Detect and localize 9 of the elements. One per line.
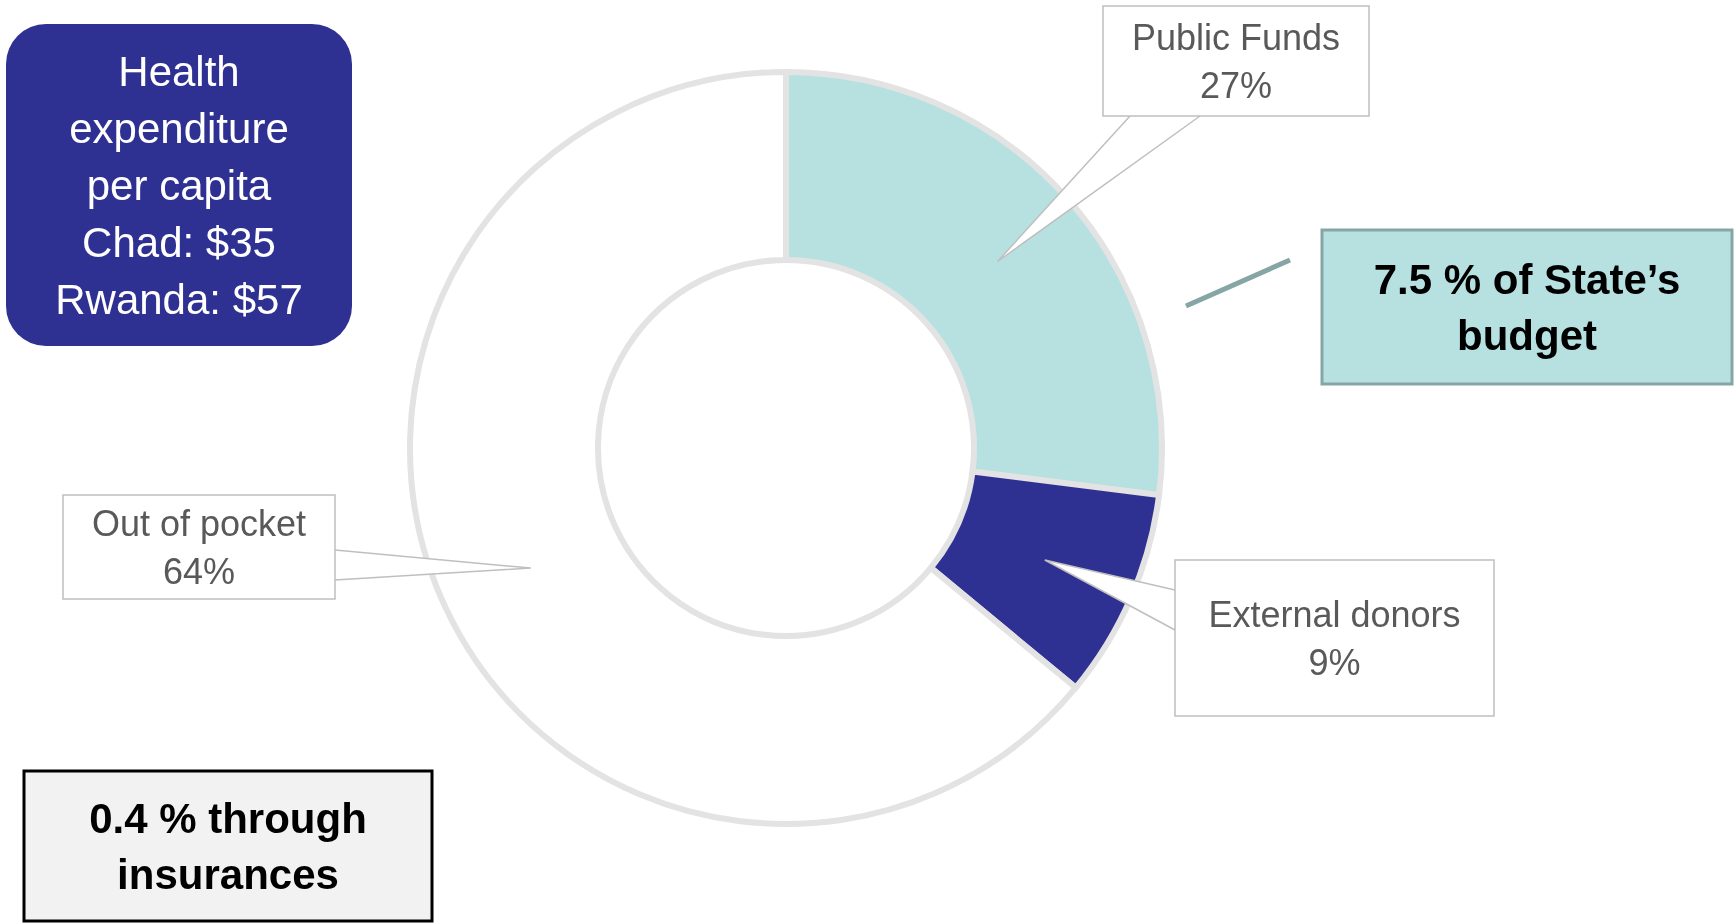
text: 0.4 % through insurances	[89, 795, 367, 898]
data-label: 27%	[1199, 65, 1273, 106]
text: 7.5 % of State’s budget	[1373, 256, 1681, 359]
text: Health expenditure per capita Chad: $35 Rwanda: $57	[55, 48, 303, 323]
slice-label: Out of pocket	[91, 503, 307, 544]
data-label: 9%	[1308, 642, 1361, 683]
data-label: 64%	[162, 551, 236, 592]
slice-label: External donors	[1208, 594, 1461, 635]
slice-label: Public Funds	[1131, 17, 1341, 58]
